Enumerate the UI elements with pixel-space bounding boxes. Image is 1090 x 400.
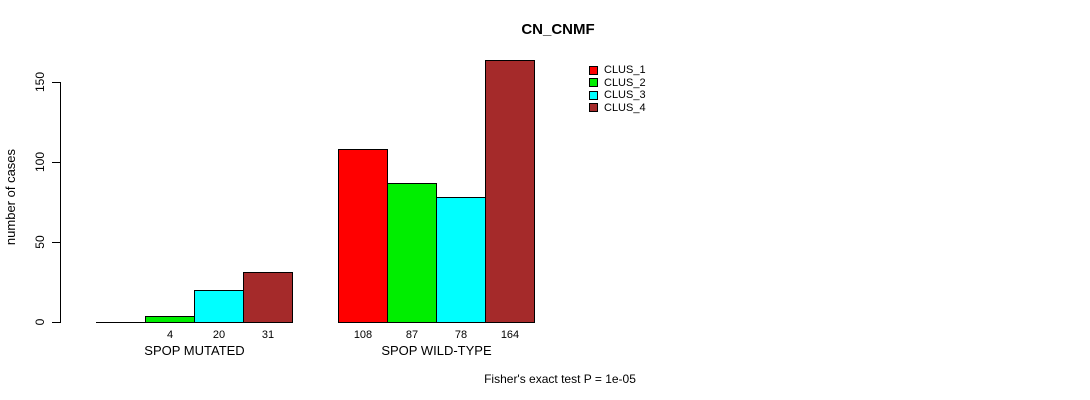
bar-value-label: 87 bbox=[405, 329, 419, 341]
bar-clus_2-group2 bbox=[387, 183, 437, 323]
legend: CLUS_1 CLUS_2 CLUS_3 CLUS_4 bbox=[589, 64, 646, 114]
chart-title: CN_CNMF bbox=[521, 21, 595, 38]
bar-clus_1-group1 bbox=[96, 322, 146, 323]
group-label-1: SPOP MUTATED bbox=[144, 343, 245, 358]
legend-item-clus-1: CLUS_1 bbox=[589, 64, 646, 77]
y-tick-mark bbox=[52, 242, 60, 243]
bar-clus_1-group2 bbox=[338, 149, 388, 323]
legend-swatch-clus-1 bbox=[589, 65, 598, 75]
y-axis-line bbox=[60, 82, 61, 323]
legend-label-clus-2: CLUS_2 bbox=[604, 76, 646, 89]
legend-swatch-clus-2 bbox=[589, 78, 598, 88]
bar-value-label: 20 bbox=[212, 329, 226, 341]
bar-value-label: 108 bbox=[353, 329, 373, 341]
bar-clus_3-group2 bbox=[436, 197, 486, 323]
legend-label-clus-4: CLUS_4 bbox=[604, 101, 646, 114]
legend-swatch-clus-3 bbox=[589, 90, 598, 100]
legend-item-clus-2: CLUS_2 bbox=[589, 77, 646, 90]
y-tick-label: 50 bbox=[33, 235, 47, 249]
legend-label-clus-3: CLUS_3 bbox=[604, 89, 646, 102]
bar-value-label: 31 bbox=[261, 329, 275, 341]
y-tick-mark bbox=[52, 162, 60, 163]
legend-item-clus-4: CLUS_4 bbox=[589, 102, 646, 115]
legend-label-clus-1: CLUS_1 bbox=[604, 64, 646, 77]
y-tick-mark bbox=[52, 322, 60, 323]
y-tick-label: 100 bbox=[33, 151, 47, 173]
y-tick-mark bbox=[52, 82, 60, 83]
y-tick-label: 0 bbox=[33, 318, 47, 326]
bar-clus_3-group1 bbox=[194, 290, 244, 323]
group-label-2: SPOP WILD-TYPE bbox=[381, 343, 492, 358]
bar-value-label: 164 bbox=[500, 329, 520, 341]
y-tick-label: 150 bbox=[33, 71, 47, 93]
y-axis-label: number of cases bbox=[3, 148, 18, 246]
fisher-test-annotation: Fisher's exact test P = 1e-05 bbox=[484, 372, 636, 386]
legend-item-clus-3: CLUS_3 bbox=[589, 89, 646, 102]
bar-value-label: 4 bbox=[166, 329, 174, 341]
bar-value-label: 78 bbox=[454, 329, 468, 341]
bar-clus_4-group1 bbox=[243, 272, 293, 323]
legend-swatch-clus-4 bbox=[589, 103, 598, 113]
bar-clus_2-group1 bbox=[145, 316, 195, 323]
bar-clus_4-group2 bbox=[485, 60, 535, 323]
